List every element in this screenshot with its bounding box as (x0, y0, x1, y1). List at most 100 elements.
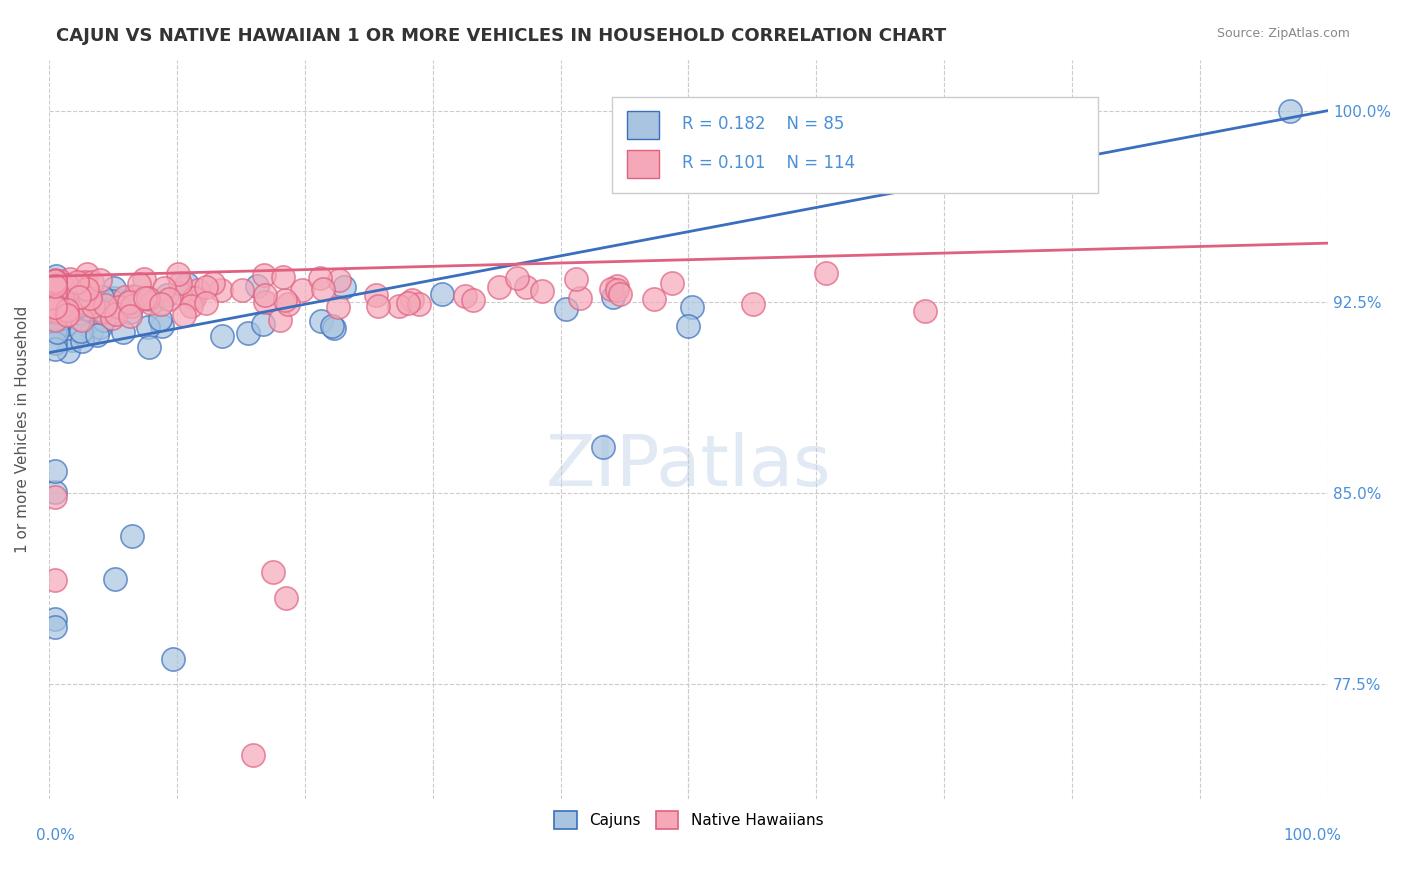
Point (681, 301, 703, 315)
Point (195, 280, 218, 294)
Point (51, 311, 73, 326)
Point (48, 299, 70, 313)
Point (202, 276, 225, 290)
Point (90, 289, 112, 303)
Point (253, 268, 276, 282)
Point (401, 293, 423, 308)
Point (661, 276, 683, 290)
Point (44, 311, 66, 326)
Y-axis label: 1 or more Vehicles in Household: 1 or more Vehicles in Household (15, 306, 30, 553)
FancyBboxPatch shape (627, 112, 659, 139)
Point (93, 312, 115, 326)
Point (269, 313, 291, 327)
Point (75, 276, 97, 290)
Point (44, 300, 66, 314)
Point (46, 326, 69, 340)
Point (323, 321, 346, 335)
Point (69, 305, 91, 319)
Point (52, 299, 75, 313)
Point (173, 308, 195, 322)
Point (388, 299, 411, 313)
Point (505, 271, 527, 285)
Text: 100.0%: 100.0% (1282, 829, 1341, 844)
Point (676, 319, 699, 334)
Point (44, 342, 66, 356)
Point (117, 297, 139, 311)
Point (44, 297, 66, 311)
Point (44, 287, 66, 301)
Point (44, 298, 66, 312)
Point (69, 290, 91, 304)
Point (44, 289, 66, 303)
Point (245, 279, 267, 293)
Point (91, 302, 114, 317)
Point (56, 303, 79, 318)
Point (273, 269, 295, 284)
Point (183, 290, 205, 304)
Point (51, 294, 73, 309)
Text: 0.0%: 0.0% (37, 829, 75, 844)
Point (44, 277, 66, 291)
Point (167, 267, 190, 281)
Point (274, 293, 297, 308)
Point (49, 274, 72, 288)
Point (60, 333, 83, 347)
Point (76, 297, 98, 311)
Point (44, 289, 66, 303)
Point (564, 271, 586, 285)
Point (136, 292, 159, 306)
Point (44, 292, 66, 306)
Point (120, 305, 142, 319)
Point (55, 317, 77, 331)
Point (367, 299, 389, 313)
Point (187, 283, 209, 297)
Point (1278, 103, 1301, 118)
Point (321, 318, 343, 333)
Point (44, 293, 66, 308)
Point (108, 300, 131, 314)
Point (45, 269, 67, 284)
Point (124, 289, 146, 303)
Point (89, 319, 111, 334)
Point (408, 296, 430, 310)
Point (44, 309, 66, 323)
Point (309, 314, 332, 328)
Point (101, 293, 124, 308)
Point (70, 312, 93, 326)
Point (609, 286, 631, 301)
FancyBboxPatch shape (612, 96, 1098, 193)
Point (815, 266, 838, 280)
Point (44, 484, 66, 499)
Point (65, 300, 87, 314)
Point (274, 591, 297, 606)
Point (49, 293, 72, 308)
Point (44, 313, 66, 327)
Point (121, 529, 143, 543)
Point (134, 291, 156, 305)
Point (132, 272, 155, 286)
Point (568, 291, 591, 305)
Point (326, 300, 349, 314)
Point (105, 307, 128, 321)
Point (118, 295, 141, 310)
Point (103, 281, 125, 295)
Point (89, 272, 111, 286)
Point (44, 619, 66, 633)
Point (66, 275, 89, 289)
Point (138, 340, 160, 354)
Point (242, 747, 264, 762)
Point (742, 296, 765, 310)
Point (91, 305, 114, 319)
Point (44, 294, 66, 309)
Point (49, 301, 72, 315)
Point (211, 329, 233, 343)
Point (44, 277, 66, 291)
Point (58, 344, 80, 359)
Point (236, 326, 259, 340)
Point (430, 287, 453, 301)
Text: ZIPatlas: ZIPatlas (546, 432, 831, 500)
Point (308, 270, 330, 285)
Point (136, 291, 159, 305)
Point (45, 304, 67, 318)
Point (195, 296, 218, 310)
